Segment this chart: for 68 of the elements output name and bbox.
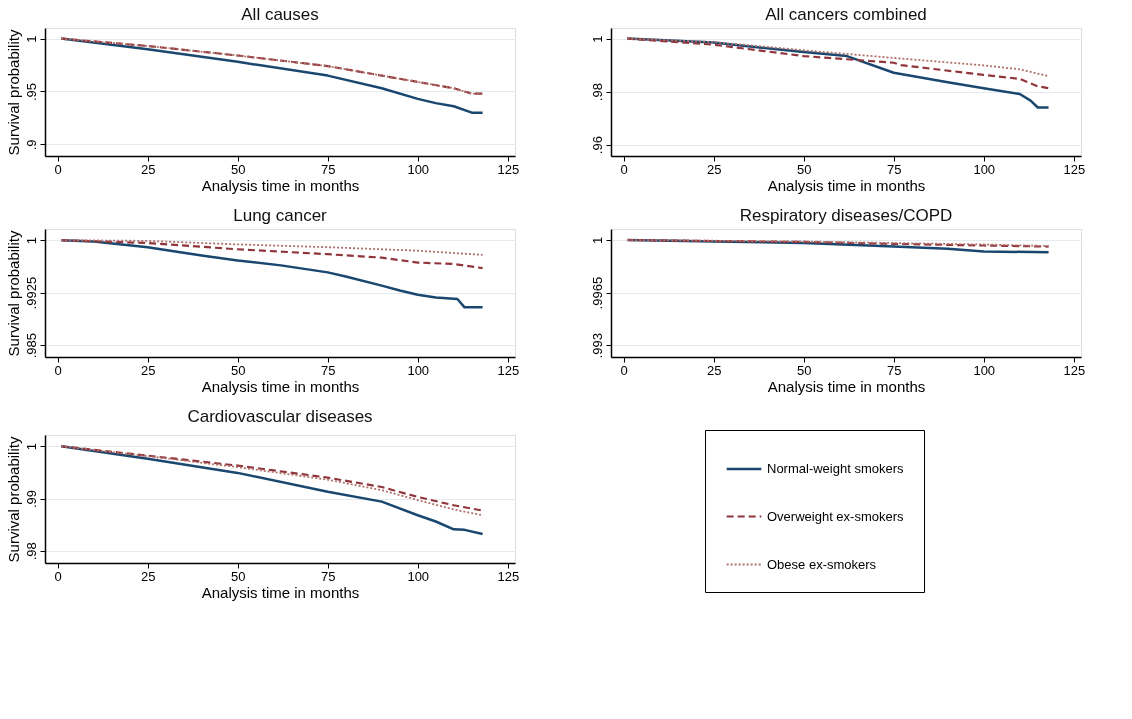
y-tick-label: .993 (589, 333, 605, 359)
x-tick-label: 100 (407, 362, 430, 378)
line-series (60, 37, 484, 95)
x-tick-label: 25 (706, 161, 722, 177)
x-axis-title: Analysis time in months (767, 377, 926, 395)
x-tick-label: 75 (320, 362, 336, 378)
x-tick-label: 50 (230, 161, 246, 177)
x-tick-label: 0 (620, 161, 628, 177)
x-tick-label: 125 (1063, 362, 1086, 378)
y-tick-label: 1 (589, 236, 605, 245)
y-tick-label: 1 (23, 35, 39, 43)
line-series (59, 37, 484, 114)
x-tick-label: 0 (54, 568, 62, 584)
x-tick-label: 125 (497, 568, 520, 584)
x-tick-label: 75 (320, 161, 336, 177)
x-axis-title: Analysis time in months (201, 583, 360, 601)
line-series (60, 239, 484, 256)
x-tick-label: 125 (497, 161, 520, 177)
x-tick-label: 25 (140, 161, 156, 177)
x-tick-label: 25 (140, 568, 156, 584)
x-tick-label: 50 (796, 161, 812, 177)
x-tick-label: 75 (886, 161, 902, 177)
x-tick-label: 25 (140, 362, 156, 378)
y-tick-label: 1 (589, 35, 605, 43)
line-series (626, 37, 1050, 90)
y-tick-label: .9925 (23, 276, 39, 310)
x-tick-label: 100 (407, 568, 430, 584)
line-series (626, 37, 1050, 78)
x-tick-label: 0 (620, 362, 628, 378)
x-axis-title: Analysis time in months (201, 176, 360, 194)
y-tick-label: .99 (23, 489, 39, 509)
y-tick-label: .9 (23, 139, 39, 151)
y-axis-title: Survival probability (4, 436, 22, 563)
line-series (59, 444, 484, 536)
y-tick-label: 1 (23, 237, 39, 245)
x-tick-label: 0 (54, 161, 62, 177)
y-tick-label: .98 (23, 542, 39, 561)
y-tick-label: 1 (23, 443, 39, 451)
y-axis-title: Survival probability (4, 230, 22, 357)
x-tick-label: 25 (706, 362, 722, 378)
chart-title: All causes (241, 5, 319, 24)
x-tick-label: 75 (886, 362, 902, 378)
x-tick-label: 125 (497, 362, 520, 378)
x-tick-label: 75 (320, 568, 336, 584)
x-tick-label: 100 (973, 161, 996, 177)
x-tick-label: 100 (973, 362, 996, 378)
x-tick-label: 100 (407, 161, 430, 177)
chart-title: Lung cancer (233, 206, 328, 225)
y-tick-label: .985 (23, 332, 39, 359)
x-tick-label: 50 (230, 568, 246, 584)
line-series (60, 239, 484, 270)
legend-label: Overweight ex-smokers (767, 508, 905, 524)
legend-label: Obese ex-smokers (767, 556, 877, 572)
y-tick-label: .96 (589, 136, 605, 155)
x-tick-label: 50 (796, 362, 812, 378)
chart-title: Respiratory diseases/COPD (739, 206, 953, 225)
x-axis-title: Analysis time in months (201, 377, 360, 395)
chart-title: Cardiovascular diseases (187, 406, 373, 426)
chart-title: All cancers combined (765, 5, 927, 24)
x-tick-label: 0 (54, 362, 62, 378)
y-tick-label: .98 (589, 83, 605, 102)
x-tick-label: 50 (230, 362, 246, 378)
x-axis-title: Analysis time in months (767, 176, 926, 194)
y-tick-label: .95 (23, 82, 39, 102)
y-axis-title: Survival probability (4, 29, 22, 156)
legend-label: Normal-weight smokers (767, 461, 905, 476)
x-tick-label: 125 (1063, 161, 1086, 177)
y-tick-label: .9965 (589, 276, 605, 310)
